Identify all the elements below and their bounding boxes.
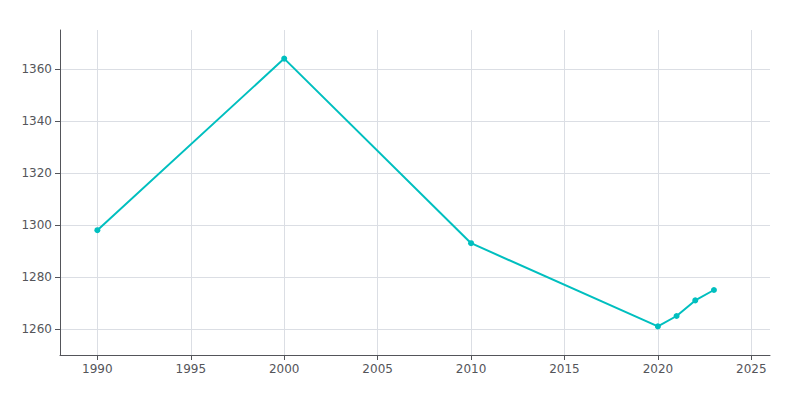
svg-text:2025: 2025: [736, 362, 767, 376]
svg-text:2015: 2015: [549, 362, 580, 376]
svg-text:1320: 1320: [21, 166, 52, 180]
svg-text:2020: 2020: [643, 362, 674, 376]
svg-text:1995: 1995: [176, 362, 207, 376]
svg-text:2005: 2005: [362, 362, 393, 376]
svg-text:1340: 1340: [21, 114, 52, 128]
svg-text:2010: 2010: [456, 362, 487, 376]
svg-text:1280: 1280: [21, 270, 52, 284]
svg-text:1260: 1260: [21, 322, 52, 336]
svg-text:1360: 1360: [21, 62, 52, 76]
svg-text:2000: 2000: [269, 362, 300, 376]
svg-text:1300: 1300: [21, 218, 52, 232]
svg-text:1990: 1990: [82, 362, 113, 376]
